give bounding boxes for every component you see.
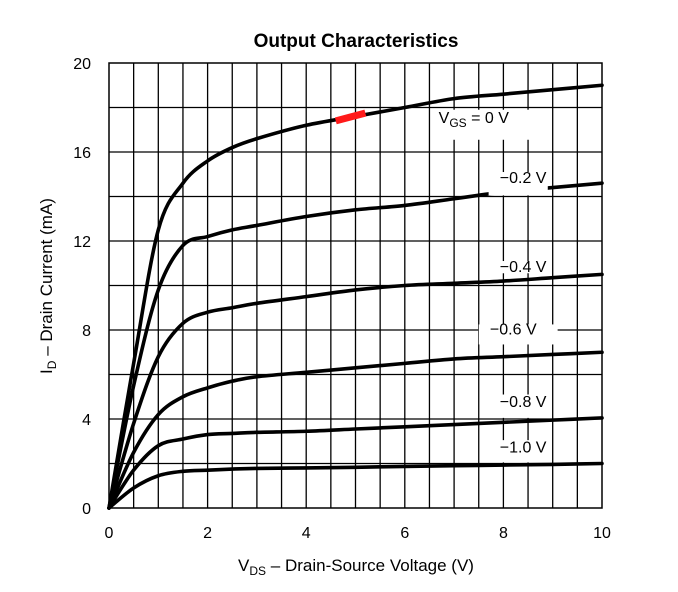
y-tick-label: 0 — [82, 501, 91, 518]
x-tick-label: 8 — [499, 525, 508, 542]
curve-label-background — [488, 261, 548, 274]
x-tick-label: 2 — [203, 525, 212, 542]
series-line-3 — [107, 350, 604, 510]
curve-label-background — [488, 394, 548, 418]
x-tick-label: 6 — [400, 525, 409, 542]
curve-label-1: −0.2 V — [500, 170, 547, 187]
curve-label-0: VGS = 0 V — [439, 110, 510, 130]
y-tick-label: 12 — [73, 234, 91, 251]
x-axis-label-rest: – Drain-Source Voltage (V) — [266, 556, 474, 575]
y-tick-label: 8 — [82, 323, 91, 340]
y-axis-label-sub: D — [45, 360, 59, 369]
series-line-4 — [107, 416, 604, 510]
x-axis-label-sub: DS — [249, 564, 266, 578]
y-axis-label-main: I — [37, 369, 56, 374]
chart-title: Output Characteristics — [254, 31, 459, 52]
x-tick-label: 10 — [593, 525, 611, 542]
curve-label-4: −0.8 V — [500, 394, 547, 411]
series-line-5 — [107, 461, 604, 510]
y-tick-label: 4 — [82, 412, 91, 429]
curve-label-background — [488, 440, 548, 463]
y-tick-labels: 0 4 8 12 16 20 — [73, 56, 91, 518]
curve-labels: VGS = 0 V −0.2 V −0.4 V −0.6 V −0.8 V −1.0 V — [434, 109, 558, 463]
curve-label-background — [434, 109, 533, 140]
curve-label-5: −1.0 V — [500, 439, 547, 456]
curve-label-3: −0.6 V — [490, 321, 537, 338]
plot-frame — [108, 62, 603, 509]
y-axis-label-rest: – Drain Current (mA) — [37, 198, 56, 360]
series-line-2 — [107, 272, 604, 510]
curve-label-2: −0.4 V — [500, 259, 547, 276]
x-axis-label: VDS – Drain-Source Voltage (V) — [238, 556, 474, 578]
curve-label-background — [478, 324, 558, 345]
curve-label-background — [488, 172, 548, 196]
x-tick-label: 4 — [302, 525, 311, 542]
x-axis-label-main: V — [238, 556, 250, 575]
highlight-segment — [334, 109, 367, 125]
x-tick-labels: 0 2 4 6 8 10 — [105, 525, 611, 542]
y-tick-label: 20 — [73, 56, 91, 73]
series-line-0 — [107, 83, 604, 510]
y-axis-label: ID – Drain Current (mA) — [37, 198, 59, 374]
y-tick-label: 16 — [73, 145, 91, 162]
x-tick-label: 0 — [105, 525, 114, 542]
